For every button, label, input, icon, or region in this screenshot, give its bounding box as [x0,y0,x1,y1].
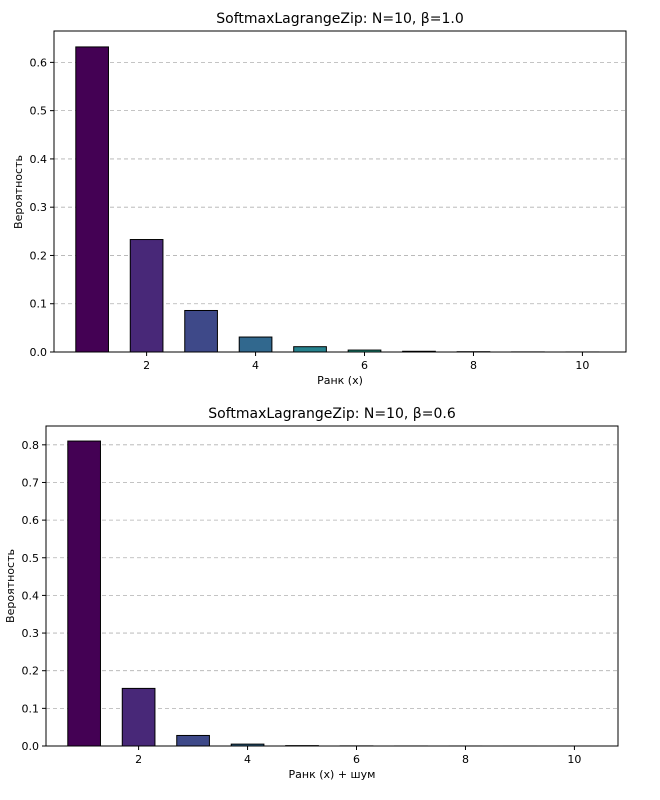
x-tick-label: 8 [470,359,477,372]
x-axis-label: Ранк (x) [317,374,363,387]
x-tick-label: 2 [143,359,150,372]
y-tick-label: 0.4 [30,153,48,166]
bar-rank-2 [129,239,164,353]
bars [75,46,600,353]
x-ticks: 2 4 6 8 10 [143,352,589,372]
bar-rank-1 [67,440,101,747]
y-tick-label: 0.3 [30,201,48,214]
chart-bottom: SoftmaxLagrangeZip: N=10, β=0.6 0.00.10.… [4,406,619,781]
y-tick-label: 0.0 [30,346,48,359]
y-tick-label: 0.6 [22,514,40,527]
bar-rank-2 [121,687,156,747]
y-ticks: 0.0 0.1 0.2 0.3 0.4 0.5 0.6 0.7 0.8 [22,439,46,753]
y-grid [54,61,626,305]
x-tick-label: 4 [252,359,259,372]
x-axis-label: Ранк (x) + шум [289,768,376,781]
y-tick-label: 0.5 [30,105,48,118]
y-axis-label: Вероятность [12,155,25,229]
y-ticks: 0.0 0.1 0.2 0.3 0.4 0.5 0.6 [30,56,54,359]
plot-frame [45,425,619,747]
y-tick-label: 0.2 [30,249,48,262]
chart-title: SoftmaxLagrangeZip: N=10, β=0.6 [208,406,456,422]
y-tick-label: 0.6 [30,56,48,69]
bars [67,440,592,747]
bar-rank-5 [293,346,327,353]
y-grid [46,444,618,709]
x-tick-label: 8 [462,753,469,766]
x-tick-label: 10 [575,359,589,372]
y-tick-label: 0.2 [22,665,40,678]
bar-rank-3 [176,734,210,747]
y-tick-label: 0.0 [22,740,40,753]
y-tick-label: 0.1 [30,298,48,311]
y-tick-label: 0.3 [22,627,40,640]
y-tick-label: 0.5 [22,552,40,565]
y-tick-label: 0.1 [22,702,40,715]
x-tick-label: 10 [567,753,581,766]
y-tick-label: 0.7 [22,476,40,489]
chart-top: SoftmaxLagrangeZip: N=10, β=1.0 0.00.10.… [12,11,627,387]
bar-rank-4 [238,336,273,353]
y-tick-label: 0.4 [22,589,40,602]
plot-frame [53,30,627,353]
x-ticks: 2 4 6 8 10 [135,746,581,766]
x-tick-label: 2 [135,753,142,766]
bar-rank-1 [75,46,109,353]
x-tick-label: 6 [353,753,360,766]
chart-title: SoftmaxLagrangeZip: N=10, β=1.0 [216,11,463,27]
x-tick-label: 4 [244,753,251,766]
y-axis-label: Вероятность [4,549,17,623]
y-tick-label: 0.8 [22,439,40,452]
bar-rank-3 [184,309,218,353]
x-tick-label: 6 [361,359,368,372]
